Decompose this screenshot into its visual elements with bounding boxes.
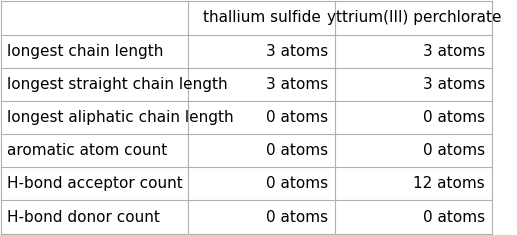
Text: 0 atoms: 0 atoms [266, 110, 328, 125]
Text: 0 atoms: 0 atoms [423, 110, 485, 125]
Text: thallium sulfide: thallium sulfide [203, 11, 321, 25]
Text: 3 atoms: 3 atoms [266, 44, 328, 59]
Text: 3 atoms: 3 atoms [423, 77, 485, 92]
Text: longest straight chain length: longest straight chain length [7, 77, 228, 92]
Text: longest aliphatic chain length: longest aliphatic chain length [7, 110, 234, 125]
Text: 0 atoms: 0 atoms [266, 176, 328, 191]
Text: yttrium(III) perchlorate: yttrium(III) perchlorate [327, 11, 501, 25]
Text: 0 atoms: 0 atoms [423, 143, 485, 158]
Text: 0 atoms: 0 atoms [266, 210, 328, 224]
Text: 0 atoms: 0 atoms [266, 143, 328, 158]
Text: 0 atoms: 0 atoms [423, 210, 485, 224]
Text: 12 atoms: 12 atoms [414, 176, 485, 191]
Text: aromatic atom count: aromatic atom count [7, 143, 168, 158]
Text: 3 atoms: 3 atoms [423, 44, 485, 59]
Text: longest chain length: longest chain length [7, 44, 164, 59]
Text: H-bond acceptor count: H-bond acceptor count [7, 176, 183, 191]
Text: 3 atoms: 3 atoms [266, 77, 328, 92]
Text: H-bond donor count: H-bond donor count [7, 210, 160, 224]
